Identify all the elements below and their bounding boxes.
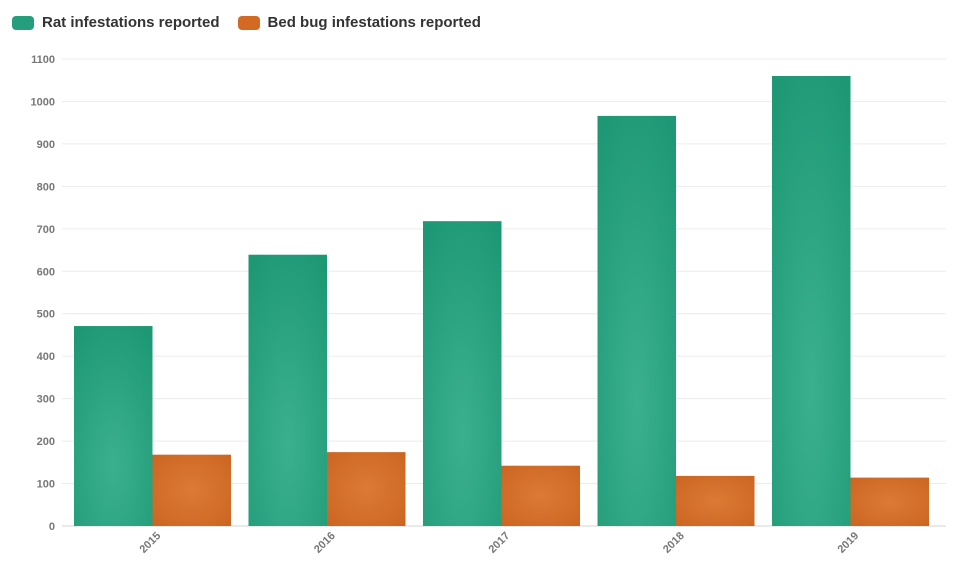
y-tick-label: 1000 bbox=[31, 96, 55, 108]
bar-rat-2017[interactable] bbox=[423, 221, 502, 526]
y-tick-label: 600 bbox=[37, 266, 55, 278]
y-tick-label: 200 bbox=[37, 436, 55, 448]
bar-rat-2015[interactable] bbox=[74, 326, 153, 526]
x-axis: 2015 2016 2017 2018 2019 bbox=[137, 530, 861, 556]
y-tick-label: 100 bbox=[37, 479, 55, 491]
y-tick-label: 1100 bbox=[31, 54, 55, 66]
x-tick-label: 2015 bbox=[137, 530, 163, 556]
y-tick-label: 900 bbox=[37, 139, 55, 151]
bar-bed-bug-2016[interactable] bbox=[327, 452, 406, 526]
legend-swatch-bed-bug bbox=[237, 15, 260, 30]
bar-bed-bug-2017[interactable] bbox=[501, 465, 581, 526]
legend-label-bed-bug: Bed bug infestations reported bbox=[267, 14, 481, 31]
y-tick-label: 400 bbox=[37, 351, 55, 363]
bar-bed-bug-2019[interactable] bbox=[850, 477, 930, 526]
y-tick-label: 800 bbox=[37, 181, 55, 193]
x-tick-label: 2017 bbox=[486, 530, 512, 556]
y-tick-label: 300 bbox=[37, 394, 55, 406]
bars bbox=[74, 75, 930, 527]
y-tick-label: 0 bbox=[49, 521, 55, 533]
bar-rat-2018[interactable] bbox=[597, 115, 677, 526]
y-tick-label: 700 bbox=[37, 224, 55, 236]
y-axis: 0 100 200 300 400 500 600 700 800 900 1000 1100 bbox=[31, 54, 55, 533]
bar-rat-2019[interactable] bbox=[772, 75, 851, 527]
y-tick-label: 500 bbox=[37, 309, 55, 321]
x-tick-label: 2018 bbox=[661, 530, 687, 556]
bar-rat-2016[interactable] bbox=[248, 254, 328, 526]
legend-item-rat[interactable]: Rat infestations reported bbox=[12, 14, 220, 31]
chart-legend: Rat infestations reported Bed bug infest… bbox=[12, 14, 481, 31]
legend-label-rat: Rat infestations reported bbox=[42, 14, 220, 31]
bar-bed-bug-2018[interactable] bbox=[676, 475, 755, 526]
legend-item-bed-bug[interactable]: Bed bug infestations reported bbox=[237, 14, 481, 31]
bar-bed-bug-2015[interactable] bbox=[152, 454, 232, 526]
x-tick-label: 2019 bbox=[835, 530, 861, 556]
x-tick-label: 2016 bbox=[312, 530, 338, 556]
legend-swatch-rat bbox=[12, 15, 34, 30]
